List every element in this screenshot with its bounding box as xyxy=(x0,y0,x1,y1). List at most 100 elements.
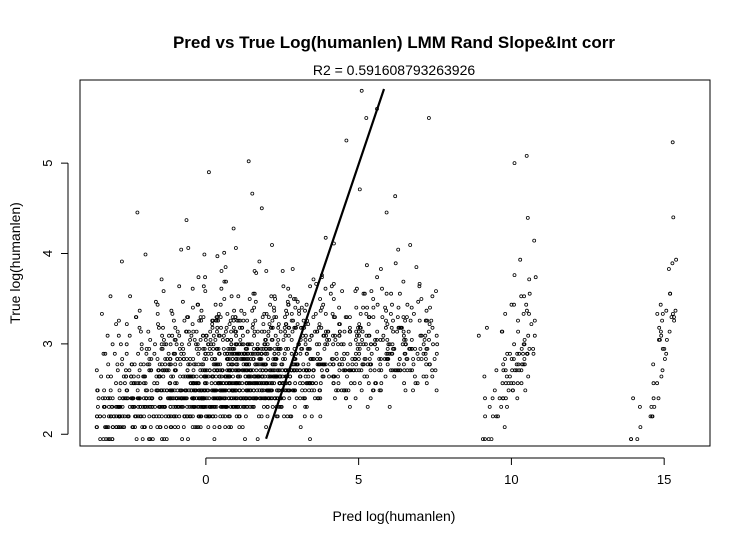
scatter-point xyxy=(276,325,281,330)
scatter-point xyxy=(285,311,290,316)
scatter-point xyxy=(183,388,188,393)
scatter-point xyxy=(197,414,201,419)
scatter-point xyxy=(411,311,416,316)
scatter-point xyxy=(304,302,309,307)
scatter-point xyxy=(357,322,362,327)
scatter-point xyxy=(145,362,150,367)
x-tick-label: 0 xyxy=(202,472,209,487)
scatter-point xyxy=(96,404,100,409)
scatter-point xyxy=(248,357,253,361)
scatter-point xyxy=(395,315,400,320)
scatter-point xyxy=(311,374,315,379)
scatter-point xyxy=(215,329,219,334)
scatter-point xyxy=(219,286,224,291)
scatter-point xyxy=(217,425,222,430)
scatter-point xyxy=(513,368,517,373)
scatter-point xyxy=(390,368,395,373)
scatter-point xyxy=(333,337,338,342)
x-axis-label: Pred log(humanlen) xyxy=(333,508,456,524)
scatter-point xyxy=(216,318,221,323)
scatter-point xyxy=(149,388,154,393)
scatter-point xyxy=(162,437,167,442)
scatter-point xyxy=(120,259,124,264)
scatter-point xyxy=(240,381,245,386)
scatter-point xyxy=(192,337,197,342)
scatter-point xyxy=(262,374,267,379)
scatter-point xyxy=(160,333,165,338)
scatter-point xyxy=(238,337,243,342)
scatter-point xyxy=(191,368,196,373)
scatter-point xyxy=(396,247,401,252)
scatter-point xyxy=(408,318,413,323)
scatter-point xyxy=(515,381,520,386)
scatter-point xyxy=(301,362,306,367)
scatter-point xyxy=(222,404,227,409)
scatter-point xyxy=(651,396,656,401)
scatter-point xyxy=(314,381,319,386)
scatter-point xyxy=(286,302,291,307)
scatter-point xyxy=(334,351,339,356)
scatter-point xyxy=(230,362,235,367)
scatter-point xyxy=(245,346,250,351)
scatter-point xyxy=(250,325,255,330)
scatter-point xyxy=(299,346,304,351)
scatter-point xyxy=(383,325,388,330)
scatter-point xyxy=(255,437,260,442)
scatter-point xyxy=(161,325,165,330)
scatter-point xyxy=(375,329,380,334)
scatter-point xyxy=(531,346,535,351)
scatter-point xyxy=(278,346,283,351)
scatter-point xyxy=(659,374,664,379)
scatter-point xyxy=(207,346,212,351)
chart-subtitle: R2 = 0.591608793263926 xyxy=(313,62,476,78)
scatter-point xyxy=(261,322,266,327)
scatter-point xyxy=(318,396,323,401)
scatter-point xyxy=(658,337,662,342)
scatter-point xyxy=(214,346,219,351)
scatter-point xyxy=(270,325,275,330)
scatter-point xyxy=(147,357,152,361)
scatter-point xyxy=(261,362,265,367)
scatter-point xyxy=(214,374,219,379)
scatter-point xyxy=(295,322,300,327)
scatter-point xyxy=(660,368,665,373)
scatter-point xyxy=(307,388,311,393)
scatter-point xyxy=(371,388,376,393)
scatter-point xyxy=(232,346,237,351)
scatter-point xyxy=(282,414,286,419)
scatter-point xyxy=(413,381,418,386)
scatter-point xyxy=(172,337,177,342)
scatter-point xyxy=(250,308,255,313)
scatter-point xyxy=(516,329,520,334)
scatter-point xyxy=(430,325,435,330)
scatter-point xyxy=(107,414,111,419)
scatter-point xyxy=(281,337,286,342)
scatter-point xyxy=(135,388,140,393)
scatter-point xyxy=(180,437,185,442)
scatter-point xyxy=(138,404,143,409)
scatter-point xyxy=(251,396,255,401)
scatter-point xyxy=(288,294,293,299)
scatter-point xyxy=(430,294,435,299)
scatter-point xyxy=(347,329,352,334)
scatter-point xyxy=(211,362,216,367)
scatter-point xyxy=(418,333,423,338)
scatter-point xyxy=(519,381,524,386)
scatter-point xyxy=(258,368,263,373)
scatter-point xyxy=(522,294,526,299)
scatter-point xyxy=(243,437,247,442)
scatter-point xyxy=(215,254,220,259)
scatter-point xyxy=(211,396,216,401)
scatter-point xyxy=(431,342,435,347)
scatter-point xyxy=(394,368,399,373)
scatter-point xyxy=(210,322,215,327)
scatter-point xyxy=(245,362,250,367)
scatter-point xyxy=(205,414,210,419)
scatter-point xyxy=(147,437,151,442)
scatter-point xyxy=(500,381,505,386)
scatter-point xyxy=(283,357,287,361)
scatter-point xyxy=(651,381,656,386)
scatter-point xyxy=(222,250,227,255)
scatter-point xyxy=(259,206,264,211)
scatter-point xyxy=(250,351,255,356)
